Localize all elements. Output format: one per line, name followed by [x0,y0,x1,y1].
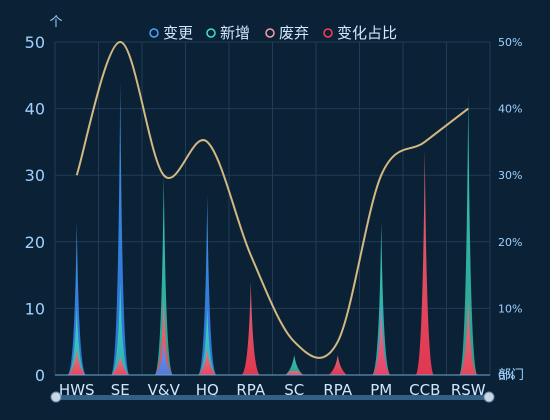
y-right-tick-label: 50% [498,36,522,49]
y-right-tick-label: 30% [498,169,522,182]
y-left-unit-label: 个 [49,15,62,30]
peak-废弃-0 [67,348,86,375]
legend-marker[interactable] [323,28,333,38]
legend-label[interactable]: 新增 [220,24,250,42]
y-left-tick-label: 40 [25,100,45,119]
data-zoom-slider[interactable] [50,391,495,403]
peak-废弃-6 [328,355,347,375]
x-axis: HWS SE V&V HQ RPA SC RPA PM CCB RSW [55,374,490,399]
x-tick-label: CCB [409,381,440,399]
peak-新增-2 [154,175,173,375]
legend-marker[interactable] [265,28,275,38]
peak-废弃-7 [372,308,391,375]
peaks [67,81,478,376]
y-left-tick-label: 10 [25,299,45,318]
peak-废弃-5 [285,370,304,375]
peak-变更-2 [154,341,173,375]
ratio-line [75,40,469,359]
peak-变更-0 [67,221,86,375]
y-right-tick-label: 10% [498,302,522,315]
peak-废弃-8 [415,148,434,375]
x-tick-label: PM [370,381,392,399]
y-left-tick-label: 30 [25,166,45,185]
peak-新增-3 [198,308,217,375]
x-unit-label: 部门 [498,368,524,383]
x-tick-label: SC [284,381,304,399]
y-left-tick-label: 20 [25,233,45,252]
y-left-tick-label: 50 [25,33,45,52]
peak-废弃-1 [111,355,130,375]
grid [54,41,491,376]
legend-label[interactable]: 变更 [163,24,193,42]
peak-新增-1 [111,281,130,375]
slider-track[interactable] [56,395,489,400]
x-tick-label: V&V [148,381,181,399]
legend-marker[interactable] [206,28,216,38]
peak-新增-0 [67,308,86,375]
y-right-tick-label: 40% [498,103,522,116]
peak-废弃-4 [241,281,260,375]
peak-废弃-2 [154,295,173,375]
peak-变更-1 [111,81,130,376]
peak-废弃-3 [198,348,217,375]
peak-新增-9 [459,95,478,375]
legend-marker[interactable] [149,28,159,38]
x-tick-label: RPA [236,381,266,399]
peak-新增-5 [285,355,304,375]
peak-废弃-9 [459,295,478,375]
x-tick-label: HWS [59,381,95,399]
x-tick-label: SE [111,381,130,399]
legend: 变更 新增 废弃 变化占比 [149,24,397,42]
y-axis-right: 0% 10% 20% 30% 40% 50% [498,36,522,382]
legend-label[interactable]: 废弃 [279,24,309,42]
series-line-变化占比 [75,40,469,359]
y-right-tick-label: 0% [498,369,515,382]
x-tick-label: HQ [196,381,219,399]
slider-handle-left[interactable] [50,391,62,403]
y-right-tick-label: 20% [498,236,522,249]
slider-handle-right[interactable] [483,391,495,403]
y-left-tick-label: 0 [35,366,45,385]
x-tick-label: RSW [451,381,486,399]
legend-label[interactable]: 变化占比 [337,24,397,42]
y-axis-left: 0 10 20 30 40 50 [25,33,45,385]
peak-变更-3 [198,195,217,375]
x-tick-label: RPA [323,381,353,399]
